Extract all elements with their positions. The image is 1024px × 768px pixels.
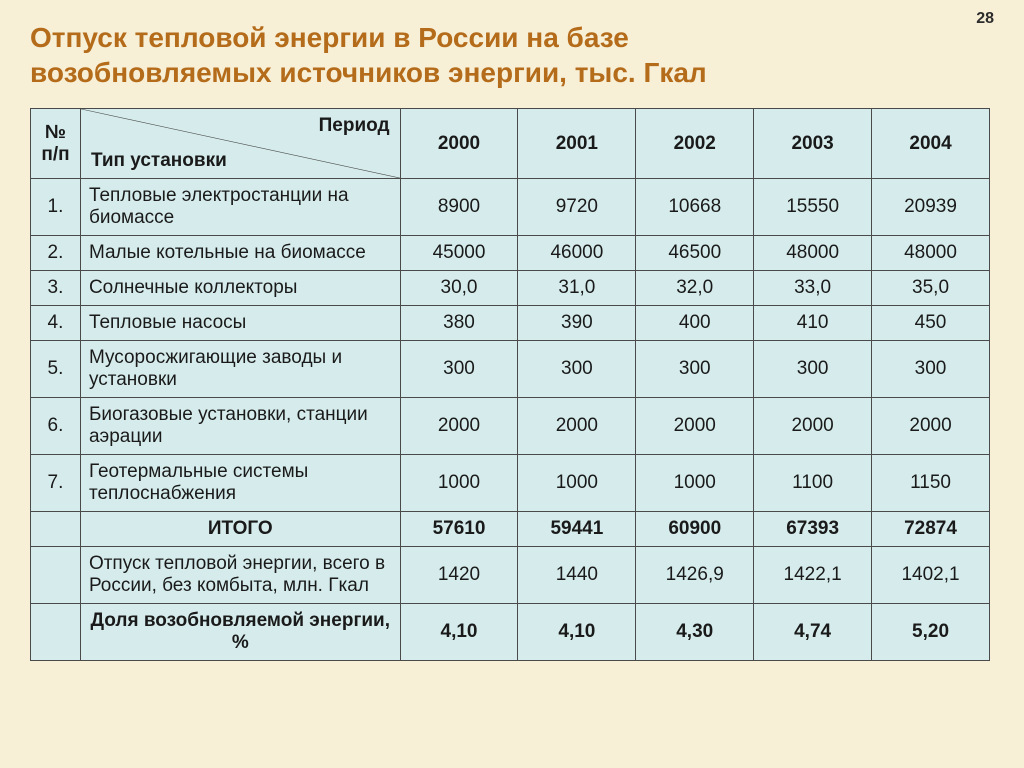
table-row: 5. Мусоросжигающие заводы и установки 30… xyxy=(31,341,990,398)
row-index: 2. xyxy=(31,236,81,271)
total-blank xyxy=(31,512,81,547)
row-value: 410 xyxy=(754,306,872,341)
table-row: 7. Геотермальные системы теплоснабжения … xyxy=(31,455,990,512)
row-value: 300 xyxy=(400,341,518,398)
row-value: 10668 xyxy=(636,179,754,236)
row-value: 31,0 xyxy=(518,271,636,306)
share-value: 4,10 xyxy=(400,604,518,661)
row-value: 1100 xyxy=(754,455,872,512)
row-value: 48000 xyxy=(872,236,990,271)
table-share-row: Доля возобновляемой энергии, % 4,10 4,10… xyxy=(31,604,990,661)
row-type: Тепловые насосы xyxy=(80,306,400,341)
row-type: Солнечные коллекторы xyxy=(80,271,400,306)
row-type: Мусоросжигающие заводы и установки xyxy=(80,341,400,398)
release-value: 1440 xyxy=(518,547,636,604)
row-index: 7. xyxy=(31,455,81,512)
row-value: 30,0 xyxy=(400,271,518,306)
total-value: 72874 xyxy=(872,512,990,547)
row-type: Геотермальные системы теплоснабжения xyxy=(80,455,400,512)
total-label: ИТОГО xyxy=(80,512,400,547)
row-value: 1000 xyxy=(636,455,754,512)
total-value: 60900 xyxy=(636,512,754,547)
row-value: 2000 xyxy=(400,398,518,455)
table-row: 1. Тепловые электростанции на биомассе 8… xyxy=(31,179,990,236)
header-year: 2000 xyxy=(400,109,518,179)
header-year: 2003 xyxy=(754,109,872,179)
row-type: Биогазовые установки, станции аэрации xyxy=(80,398,400,455)
release-label: Отпуск тепловой энергии, всего в России,… xyxy=(80,547,400,604)
row-value: 45000 xyxy=(400,236,518,271)
table-total-row: ИТОГО 57610 59441 60900 67393 72874 xyxy=(31,512,990,547)
row-value: 300 xyxy=(518,341,636,398)
row-value: 1150 xyxy=(872,455,990,512)
table-row: 4. Тепловые насосы 380 390 400 410 450 xyxy=(31,306,990,341)
row-value: 450 xyxy=(872,306,990,341)
row-value: 380 xyxy=(400,306,518,341)
row-value: 390 xyxy=(518,306,636,341)
header-type-label: Тип установки xyxy=(91,150,227,172)
row-value: 300 xyxy=(872,341,990,398)
release-blank xyxy=(31,547,81,604)
row-value: 46500 xyxy=(636,236,754,271)
row-value: 1000 xyxy=(400,455,518,512)
row-value: 33,0 xyxy=(754,271,872,306)
header-year: 2002 xyxy=(636,109,754,179)
header-index: № п/п xyxy=(31,109,81,179)
total-value: 57610 xyxy=(400,512,518,547)
header-year: 2004 xyxy=(872,109,990,179)
slide-title: Отпуск тепловой энергии в России на базе… xyxy=(30,20,850,90)
row-index: 5. xyxy=(31,341,81,398)
release-value: 1420 xyxy=(400,547,518,604)
row-value: 1000 xyxy=(518,455,636,512)
table-release-row: Отпуск тепловой энергии, всего в России,… xyxy=(31,547,990,604)
table-row: 6. Биогазовые установки, станции аэрации… xyxy=(31,398,990,455)
row-value: 2000 xyxy=(872,398,990,455)
share-value: 5,20 xyxy=(872,604,990,661)
row-index: 1. xyxy=(31,179,81,236)
release-value: 1426,9 xyxy=(636,547,754,604)
page-number: 28 xyxy=(976,10,994,28)
row-index: 3. xyxy=(31,271,81,306)
row-value: 32,0 xyxy=(636,271,754,306)
header-type-period: Период Тип установки xyxy=(80,109,400,179)
header-year: 2001 xyxy=(518,109,636,179)
share-value: 4,30 xyxy=(636,604,754,661)
row-value: 400 xyxy=(636,306,754,341)
total-value: 67393 xyxy=(754,512,872,547)
row-type: Тепловые электростанции на биомассе xyxy=(80,179,400,236)
row-value: 46000 xyxy=(518,236,636,271)
share-blank xyxy=(31,604,81,661)
row-value: 2000 xyxy=(518,398,636,455)
share-value: 4,74 xyxy=(754,604,872,661)
row-value: 8900 xyxy=(400,179,518,236)
total-value: 59441 xyxy=(518,512,636,547)
header-period-label: Период xyxy=(319,115,390,137)
table-header-row: № п/п Период Тип установки 2000 2001 200… xyxy=(31,109,990,179)
row-value: 35,0 xyxy=(872,271,990,306)
row-index: 4. xyxy=(31,306,81,341)
share-label: Доля возобновляемой энергии, % xyxy=(80,604,400,661)
table-row: 3. Солнечные коллекторы 30,0 31,0 32,0 3… xyxy=(31,271,990,306)
row-type: Малые котельные на биомассе xyxy=(80,236,400,271)
row-value: 15550 xyxy=(754,179,872,236)
share-value: 4,10 xyxy=(518,604,636,661)
row-index: 6. xyxy=(31,398,81,455)
release-value: 1422,1 xyxy=(754,547,872,604)
data-table: № п/п Период Тип установки 2000 2001 200… xyxy=(30,108,990,661)
row-value: 2000 xyxy=(636,398,754,455)
row-value: 300 xyxy=(754,341,872,398)
table-row: 2. Малые котельные на биомассе 45000 460… xyxy=(31,236,990,271)
row-value: 48000 xyxy=(754,236,872,271)
release-value: 1402,1 xyxy=(872,547,990,604)
row-value: 20939 xyxy=(872,179,990,236)
row-value: 9720 xyxy=(518,179,636,236)
row-value: 2000 xyxy=(754,398,872,455)
row-value: 300 xyxy=(636,341,754,398)
